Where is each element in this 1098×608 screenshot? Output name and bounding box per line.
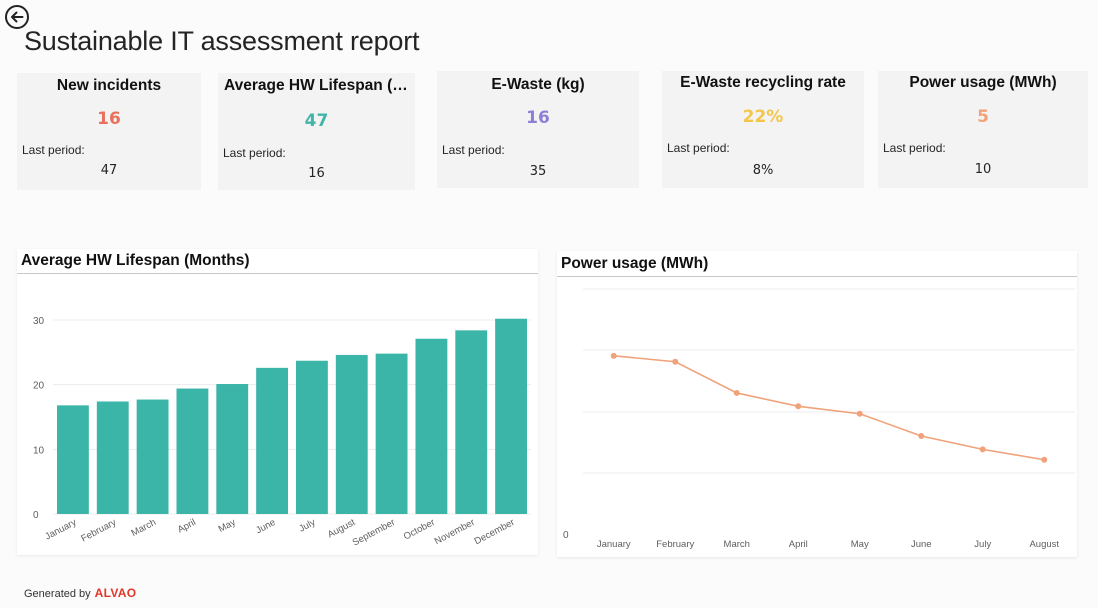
kpi-value: 5 [977, 107, 989, 127]
x-tick-label: November [433, 517, 477, 547]
kpi-card: E-Waste recycling rate 22% Last period: 8% [662, 71, 864, 188]
page-title: Sustainable IT assessment report [24, 26, 420, 56]
bar [415, 338, 448, 514]
x-tick-label: October [402, 517, 437, 543]
x-tick-label: March [724, 539, 750, 550]
x-tick-label: May [851, 539, 869, 550]
bar [375, 353, 408, 514]
kpi-value: 47 [304, 111, 329, 131]
kpi-card: Average HW Lifespan (Months) 47 Last perio… [218, 73, 415, 190]
data-point [795, 403, 802, 410]
power-line-chart: 0 January February March April May June July Aug… [563, 288, 1075, 550]
y-tick-label: 20 [33, 381, 45, 392]
x-tick-label: January [43, 517, 78, 543]
title-divider [557, 276, 1077, 277]
data-point [856, 410, 863, 417]
kpi-value: 16 [526, 108, 550, 128]
x-tick-label: February [656, 539, 694, 550]
kpi-last-period-value: 16 [308, 166, 325, 181]
kpi-last-period-label: Last period: [22, 143, 85, 157]
chart-title: Average HW Lifespan (Months) [21, 252, 250, 269]
kpi-last-period-label: Last period: [442, 143, 505, 157]
power-chart-panel: Power usage (MWh) 0 January February March A… [557, 251, 1077, 557]
x-tick-label: May [217, 517, 238, 535]
kpi-last-period-value: 8% [752, 163, 774, 178]
x-tick-label: April [789, 539, 808, 550]
kpi-title: Average HW Lifespan (Months) [224, 77, 415, 94]
kpi-title: E-Waste recycling rate [680, 74, 846, 91]
data-point [918, 433, 925, 439]
x-tick-label: August [1029, 539, 1059, 550]
kpi-last-period-label: Last period: [667, 141, 730, 155]
bar [495, 318, 528, 514]
kpi-value: 16 [97, 109, 121, 129]
kpi-title: New incidents [56, 77, 162, 94]
kpi-last-period-value: 47 [100, 163, 118, 178]
brand-logo: ALVAO [94, 586, 137, 600]
data-point [733, 389, 740, 396]
kpi-card: Power usage (MWh) 5 Last period: 10 [878, 71, 1088, 188]
data-point [610, 352, 617, 359]
x-tick-label: July [974, 539, 991, 550]
chart-title: Power usage (MWh) [561, 255, 709, 272]
kpi-last-period-label: Last period: [883, 141, 946, 155]
data-point [1041, 456, 1048, 463]
lifespan-chart-panel: Average HW Lifespan (Months) 0 10 20 30 Janu… [17, 249, 538, 555]
bar [56, 405, 89, 514]
kpi-last-period-value: 35 [529, 164, 547, 179]
lifespan-bar-chart: 0 10 20 30 January February March April May June J… [33, 316, 531, 549]
series-line [613, 355, 1045, 461]
x-tick-label: June [254, 517, 277, 536]
kpi-card: E-Waste (kg) 16 Last period: 35 [437, 71, 639, 188]
title-divider [17, 273, 538, 274]
data-point [979, 446, 986, 453]
data-point [672, 358, 679, 365]
bar [295, 360, 328, 514]
x-tick-label: March [130, 517, 158, 539]
x-tick-label: July [297, 517, 317, 535]
x-tick-label: January [597, 539, 631, 550]
x-tick-label: December [473, 517, 517, 547]
kpi-card: New incidents 16 Last period: 47 [17, 73, 201, 190]
back-arrow-icon[interactable] [4, 4, 30, 30]
y-tick-label: 30 [33, 316, 45, 327]
footer-text: Generated by [24, 588, 91, 600]
y-tick-label: 0 [563, 530, 569, 541]
bar [96, 401, 129, 514]
x-tick-label: February [79, 517, 118, 545]
kpi-value: 22% [742, 107, 784, 127]
kpi-last-period-value: 10 [974, 162, 992, 177]
bar [136, 399, 169, 514]
bar [216, 384, 249, 514]
bar [455, 330, 488, 514]
footer: Generated by ALVAO [24, 586, 136, 600]
y-tick-label: 10 [33, 445, 45, 456]
bar [256, 367, 289, 514]
bar [176, 388, 209, 514]
x-tick-label: September [351, 517, 397, 549]
kpi-title: Power usage (MWh) [909, 74, 1057, 91]
kpi-title: E-Waste (kg) [491, 76, 585, 93]
kpi-last-period-label: Last period: [223, 146, 286, 160]
y-tick-label: 0 [33, 510, 39, 521]
bar [335, 354, 368, 514]
x-tick-label: June [911, 539, 932, 550]
x-tick-label: April [176, 517, 198, 536]
